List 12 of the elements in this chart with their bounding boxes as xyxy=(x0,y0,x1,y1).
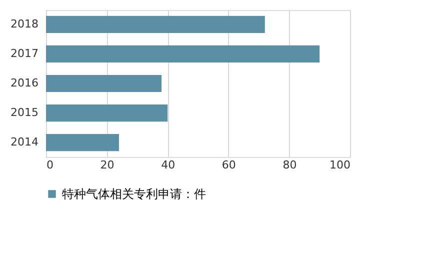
y-tick-label: 2018 xyxy=(10,17,38,30)
legend-label: 特种气体相关专利申请：件 xyxy=(62,187,206,201)
y-tick-label: 2016 xyxy=(10,76,38,90)
y-tick-label: 2017 xyxy=(10,46,38,60)
x-tick-label: 60 xyxy=(222,158,236,172)
y-tick-label: 2015 xyxy=(10,106,38,120)
x-tick-label: 80 xyxy=(282,158,297,172)
x-tick-label: 40 xyxy=(161,158,176,172)
y-tick-label: 2014 xyxy=(10,136,38,149)
x-tick-label: 20 xyxy=(100,158,114,172)
x-tick-label: 100 xyxy=(330,158,350,172)
x-tick-label: 0 xyxy=(46,158,54,172)
